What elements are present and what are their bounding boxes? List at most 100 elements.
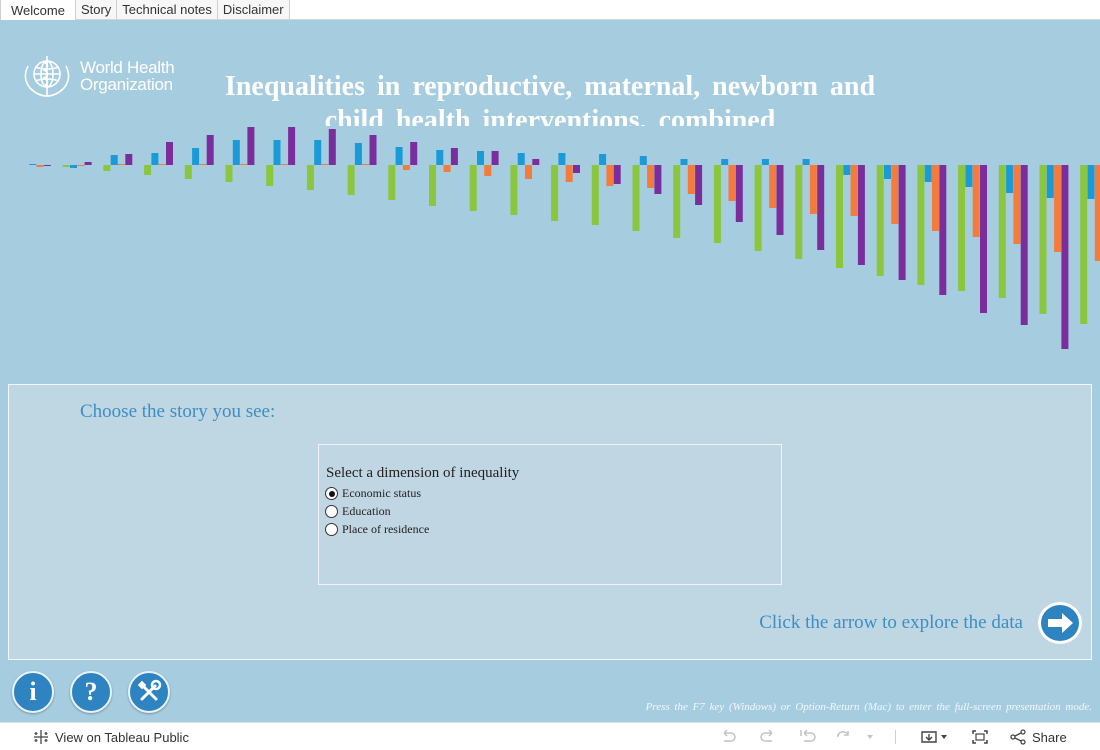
- tab-welcome[interactable]: Welcome: [0, 0, 76, 20]
- decor-bar-orange: [1094, 165, 1100, 261]
- revert-icon[interactable]: [798, 728, 818, 746]
- view-on-tableau-public-link[interactable]: View on Tableau Public: [33, 729, 189, 745]
- decor-bar-purple: [532, 159, 540, 165]
- decor-bar-orange: [443, 165, 451, 172]
- decor-bar-green: [591, 165, 599, 225]
- share-button[interactable]: Share: [1010, 729, 1067, 745]
- decor-bar-orange: [402, 165, 410, 170]
- choose-story-heading: Choose the story you see:: [80, 401, 276, 422]
- decor-bar-green: [144, 165, 152, 175]
- refresh-dropdown-icon[interactable]: [860, 728, 880, 746]
- decor-bar-purple: [84, 162, 92, 165]
- decor-bar-purple: [735, 165, 743, 222]
- radio-button[interactable]: [325, 487, 338, 500]
- who-line-1: World Health: [80, 58, 175, 77]
- option-label: Place of residence: [342, 522, 430, 536]
- decor-bar-orange: [199, 164, 207, 165]
- decor-bar-blue: [395, 147, 403, 165]
- download-icon[interactable]: [920, 728, 952, 746]
- decor-bar-green: [754, 165, 762, 251]
- decor-bar-green: [469, 165, 477, 211]
- page-title: Inequalities in reproductive, maternal, …: [224, 71, 876, 126]
- decor-bar-blue: [843, 165, 851, 175]
- dashboard: World Health Organization Inequalities i…: [0, 20, 1100, 722]
- tab-story[interactable]: Story: [74, 0, 118, 19]
- option-place-of-residence[interactable]: Place of residence: [325, 522, 429, 537]
- who-emblem-icon: [24, 56, 70, 97]
- decor-bar-blue: [721, 159, 729, 165]
- decor-bar-blue: [1006, 165, 1014, 193]
- radio-button[interactable]: [325, 505, 338, 518]
- undo-icon[interactable]: [718, 728, 738, 746]
- decor-bar-orange: [158, 164, 166, 165]
- decor-bar-purple: [817, 165, 825, 250]
- decor-bar-green: [1080, 165, 1088, 324]
- decor-bar-blue: [639, 156, 647, 165]
- decor-bar-orange: [850, 165, 858, 216]
- story-selector-panel: Choose the story you see: Select a dimen…: [8, 384, 1092, 660]
- decor-bar-green: [306, 165, 314, 190]
- decor-bar-orange: [1013, 165, 1021, 244]
- who-logo: World Health Organization: [18, 52, 175, 100]
- tab-disclaimer[interactable]: Disclaimer: [216, 0, 290, 19]
- decor-bar-green: [876, 165, 884, 276]
- decor-bar-orange: [728, 165, 736, 201]
- tools-button[interactable]: [128, 671, 170, 713]
- info-button[interactable]: i: [12, 671, 54, 713]
- tab-technical-notes[interactable]: Technical notes: [116, 0, 218, 19]
- decor-bar-purple: [939, 165, 947, 295]
- redo-icon[interactable]: [758, 728, 778, 746]
- option-economic-status[interactable]: Economic status: [325, 486, 421, 501]
- radio-button[interactable]: [325, 523, 338, 536]
- decor-bar-blue: [517, 153, 525, 165]
- decor-bar-green: [62, 165, 70, 167]
- who-line-2: Organization: [80, 75, 173, 94]
- decor-bar-blue: [802, 159, 810, 165]
- decor-bar-green: [836, 165, 843, 268]
- dimension-selector: Select a dimension of inequality Economi…: [318, 444, 782, 585]
- decor-bar-green: [795, 165, 803, 259]
- decor-bar-blue: [558, 153, 566, 165]
- decor-bar-blue: [761, 159, 769, 165]
- decor-bar-orange: [36, 165, 44, 167]
- decor-bar-purple: [369, 135, 377, 165]
- decor-bar-blue: [599, 154, 607, 165]
- decor-bar-blue: [680, 159, 688, 165]
- decor-bar-orange: [1054, 165, 1062, 252]
- decor-bar-blue: [273, 140, 281, 165]
- decor-bar-orange: [240, 164, 248, 165]
- decorative-bar-graphic: [29, 127, 1100, 349]
- fullscreen-icon[interactable]: [970, 728, 990, 746]
- story-tab-bar: Welcome Story Technical notes Disclaimer: [0, 0, 1100, 20]
- decor-bar-orange: [932, 165, 939, 231]
- option-education[interactable]: Education: [325, 504, 391, 519]
- decor-bar-green: [551, 165, 559, 221]
- refresh-icon[interactable]: [834, 728, 854, 746]
- decor-bar-orange: [606, 165, 614, 186]
- decor-bar-purple: [898, 165, 906, 280]
- decor-bar-purple: [450, 148, 458, 165]
- tableau-toolbar: View on Tableau Public Share: [0, 722, 1100, 750]
- help-icon: ?: [84, 677, 98, 706]
- share-icon: [1010, 729, 1026, 745]
- decor-bar-blue: [1087, 165, 1095, 199]
- decor-bar-blue: [477, 151, 484, 165]
- tools-icon: [137, 679, 162, 701]
- decor-bar-purple: [654, 165, 662, 194]
- help-button[interactable]: ?: [70, 671, 112, 713]
- share-label: Share: [1032, 729, 1067, 745]
- decor-bar-green: [1039, 165, 1047, 314]
- decor-bar-green: [632, 165, 640, 231]
- decor-bar-purple: [776, 165, 784, 235]
- decor-bar-green: [225, 165, 233, 182]
- next-arrow-button[interactable]: [1036, 600, 1084, 646]
- decor-bar-orange: [891, 165, 899, 224]
- decor-bar-purple: [247, 127, 255, 165]
- decor-bar-purple: [695, 165, 703, 205]
- decor-bar-orange: [769, 165, 777, 208]
- decor-bar-purple: [43, 165, 51, 166]
- decor-bar-orange: [484, 165, 492, 176]
- decor-bar-green: [510, 165, 518, 215]
- decor-bar-green: [388, 165, 396, 200]
- decor-bar-purple: [613, 165, 621, 184]
